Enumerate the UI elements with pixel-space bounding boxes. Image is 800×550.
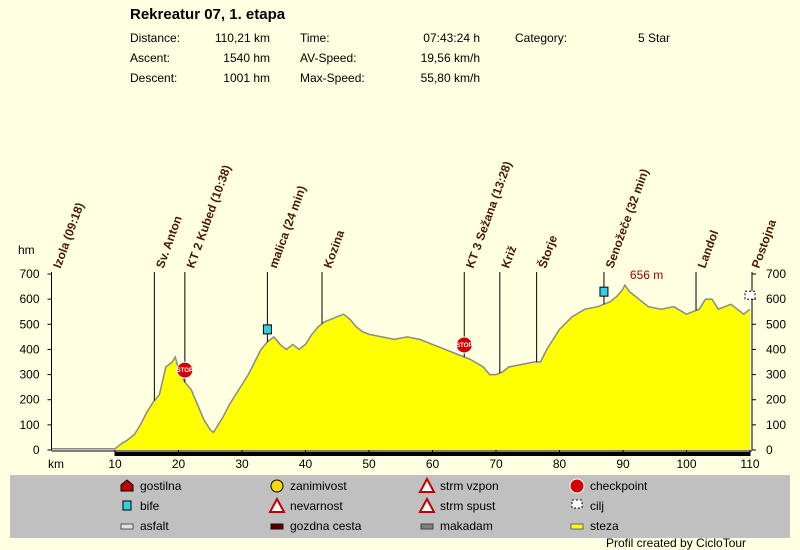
y2-tick-label: 600 (766, 292, 786, 306)
x-tick-label: 50 (362, 457, 376, 471)
profile-line (51, 283, 751, 450)
stat-label: Ascent: (130, 51, 170, 65)
legend-icon (418, 476, 436, 493)
stat-value: 1540 hm (223, 51, 270, 65)
legend-label: gostilna (140, 479, 182, 493)
x-tick-label: 100 (676, 457, 696, 471)
waypoint-label: KT 2 Kubed (10:38) (184, 163, 234, 270)
bife-icon (262, 324, 272, 335)
legend-label: makadam (440, 519, 493, 533)
max-label: 656 m (630, 268, 663, 282)
waypoint-label: Landol (695, 228, 722, 270)
y-tick-label: 0 (33, 443, 40, 457)
stat-value: 55,80 km/h (421, 71, 480, 85)
waypoint-label: Izola (09:18) (50, 201, 87, 270)
legend-label: gozdna cesta (290, 519, 362, 533)
legend-icon (268, 496, 286, 513)
legend-icon (120, 479, 134, 492)
checkpoint-icon (455, 336, 473, 354)
legend-label: checkpoint (590, 479, 648, 493)
y-tick-label: 200 (19, 393, 39, 407)
stat-value: 5 Star (638, 31, 670, 45)
y-tick-label: 500 (19, 317, 39, 331)
x-tick-label: 90 (616, 457, 630, 471)
stat-value: 19,56 km/h (421, 51, 480, 65)
y2-tick-label: 700 (766, 267, 786, 281)
waypoint-label: Križ (498, 244, 519, 270)
legend-icon (120, 523, 134, 530)
title: Rekreatur 07, 1. etapa (130, 6, 286, 23)
legend-label: bife (140, 499, 160, 513)
x-tick-label: 30 (235, 457, 249, 471)
stat-value: 110,21 km (215, 31, 270, 45)
legend-icon (570, 523, 584, 530)
legend-box (10, 475, 790, 538)
bife-icon (599, 286, 609, 297)
legend-label: strm vzpon (440, 479, 499, 493)
legend-icon (270, 479, 284, 493)
icon-glyph: STOP (177, 368, 193, 374)
y-tick-label: 700 (19, 267, 39, 281)
x-tick-label: 110 (740, 457, 759, 471)
waypoint-label: malica (24 min) (266, 184, 309, 270)
area-fill (51, 285, 750, 450)
x-axis-label: km (48, 457, 64, 471)
legend-icon (569, 478, 585, 494)
y-tick-label: 600 (19, 292, 39, 306)
legend-icon (270, 523, 284, 530)
y2-tick-label: 0 (766, 443, 773, 457)
y2-tick-label: 500 (766, 317, 786, 331)
x-tick-label: 60 (426, 457, 440, 471)
x-tick-label: 40 (299, 457, 313, 471)
waypoint-label: Štorje (534, 233, 560, 270)
stat-label: AV-Speed: (300, 51, 356, 65)
y2-tick-label: 400 (766, 342, 786, 356)
stat-value: 07:43:24 h (423, 31, 480, 45)
legend-label: nevarnost (290, 499, 343, 513)
waypoint-label: Postojna (749, 217, 780, 270)
cilj-icon (744, 290, 756, 300)
legend-label: strm spust (440, 499, 496, 513)
x-tick-label: 70 (489, 457, 503, 471)
legend-label: asfalt (140, 519, 169, 533)
legend-label: steza (590, 519, 619, 533)
legend-label: cilj (590, 499, 604, 513)
y-axis-label: hm (18, 243, 35, 257)
icon-glyph: STOP (456, 343, 472, 349)
waypoint-label: Senožeče (32 min) (603, 167, 652, 270)
waypoint-label: Kozina (321, 228, 348, 270)
x-tick-label: 80 (553, 457, 567, 471)
legend-icon (122, 500, 132, 511)
stat-label: Max-Speed: (300, 71, 365, 85)
legend-label: zanimivost (290, 479, 347, 493)
legend-icon (571, 499, 583, 509)
footer: Profil created by CicloTour (606, 536, 746, 550)
x-tick-label: 20 (172, 457, 186, 471)
y-tick-label: 300 (19, 368, 39, 382)
stat-value: 1001 hm (223, 71, 270, 85)
waypoint-label: Sv. Anton (153, 214, 185, 270)
stat-label: Distance: (130, 31, 180, 45)
y2-tick-label: 300 (766, 368, 786, 382)
checkpoint-icon (176, 361, 194, 379)
x-tick-label: 10 (108, 457, 122, 471)
legend-icon (420, 523, 434, 530)
y-tick-label: 400 (19, 342, 39, 356)
y2-tick-label: 100 (766, 418, 786, 432)
stat-label: Descent: (130, 71, 177, 85)
y2-tick-label: 200 (766, 393, 786, 407)
stat-label: Category: (515, 31, 567, 45)
stat-label: Time: (300, 31, 330, 45)
y-tick-label: 100 (19, 418, 39, 432)
legend-icon (418, 496, 436, 513)
